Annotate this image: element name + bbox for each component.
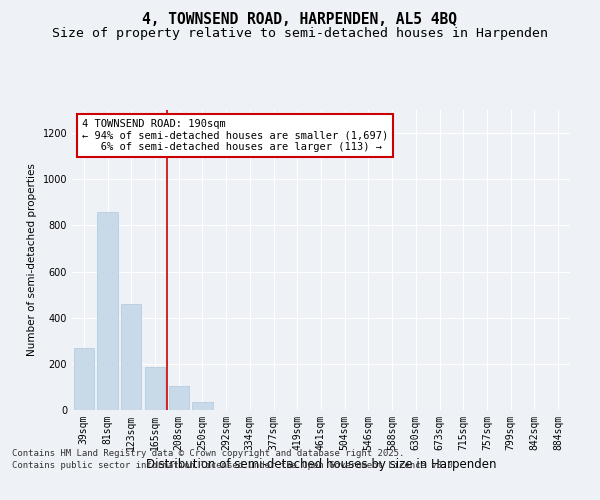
Text: 4 TOWNSEND ROAD: 190sqm
← 94% of semi-detached houses are smaller (1,697)
   6% : 4 TOWNSEND ROAD: 190sqm ← 94% of semi-de… (82, 119, 388, 152)
Bar (97, 212, 118, 410)
Bar (193, 402, 212, 410)
Bar (145, 368, 165, 410)
X-axis label: Distribution of semi-detached houses by size in Harpenden: Distribution of semi-detached houses by … (146, 458, 496, 471)
Bar (169, 386, 189, 410)
Text: 4, TOWNSEND ROAD, HARPENDEN, AL5 4BQ: 4, TOWNSEND ROAD, HARPENDEN, AL5 4BQ (143, 12, 458, 28)
Bar (74, 348, 94, 410)
Y-axis label: Number of semi-detached properties: Number of semi-detached properties (27, 164, 37, 356)
Text: Contains public sector information licensed under the Open Government Licence v3: Contains public sector information licen… (12, 461, 458, 470)
Text: Contains HM Land Registry data © Crown copyright and database right 2025.: Contains HM Land Registry data © Crown c… (12, 448, 404, 458)
Bar (121, 304, 142, 410)
Text: Size of property relative to semi-detached houses in Harpenden: Size of property relative to semi-detach… (52, 28, 548, 40)
